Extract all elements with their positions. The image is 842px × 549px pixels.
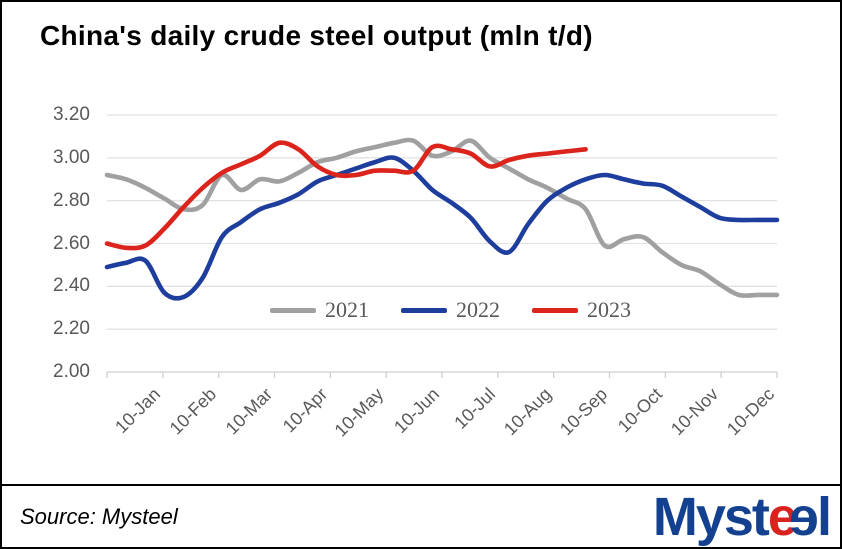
series-line-2023 [104, 140, 588, 251]
y-tick-label-3.20: 3.20 [53, 104, 90, 125]
legend-item-2023: 2023 [532, 299, 631, 321]
legend-label-2022: 2022 [456, 297, 500, 322]
y-tick-label-2.00: 2.00 [53, 361, 90, 382]
y-tick-label-2.40: 2.40 [53, 275, 90, 297]
line-chart-plot [104, 114, 780, 378]
chart-legend: 2021 2022 2023 [270, 299, 631, 321]
legend-swatch-2023 [532, 307, 578, 313]
legend-item-2021: 2021 [270, 299, 369, 321]
footer-bar: Source: Mysteel Mysteel [2, 484, 840, 547]
y-tick-label-2.80: 2.80 [53, 189, 90, 211]
legend-swatch-2022 [401, 307, 447, 313]
legend-label-2023: 2023 [587, 297, 631, 322]
series-line-2022 [104, 155, 780, 301]
chart-title: China's daily crude steel output (mln t/… [40, 20, 593, 51]
legend-item-2022: 2022 [401, 299, 500, 321]
y-tick-label-2.20: 2.20 [53, 318, 90, 340]
source-note: Source: Mysteel [20, 503, 178, 529]
y-tick-label-3.00: 3.00 [53, 146, 90, 168]
legend-swatch-2021 [270, 307, 316, 313]
mysteel-logo: Mysteel [652, 486, 832, 547]
legend-label-2021: 2021 [325, 297, 369, 322]
y-tick-label-2.60: 2.60 [53, 232, 90, 254]
